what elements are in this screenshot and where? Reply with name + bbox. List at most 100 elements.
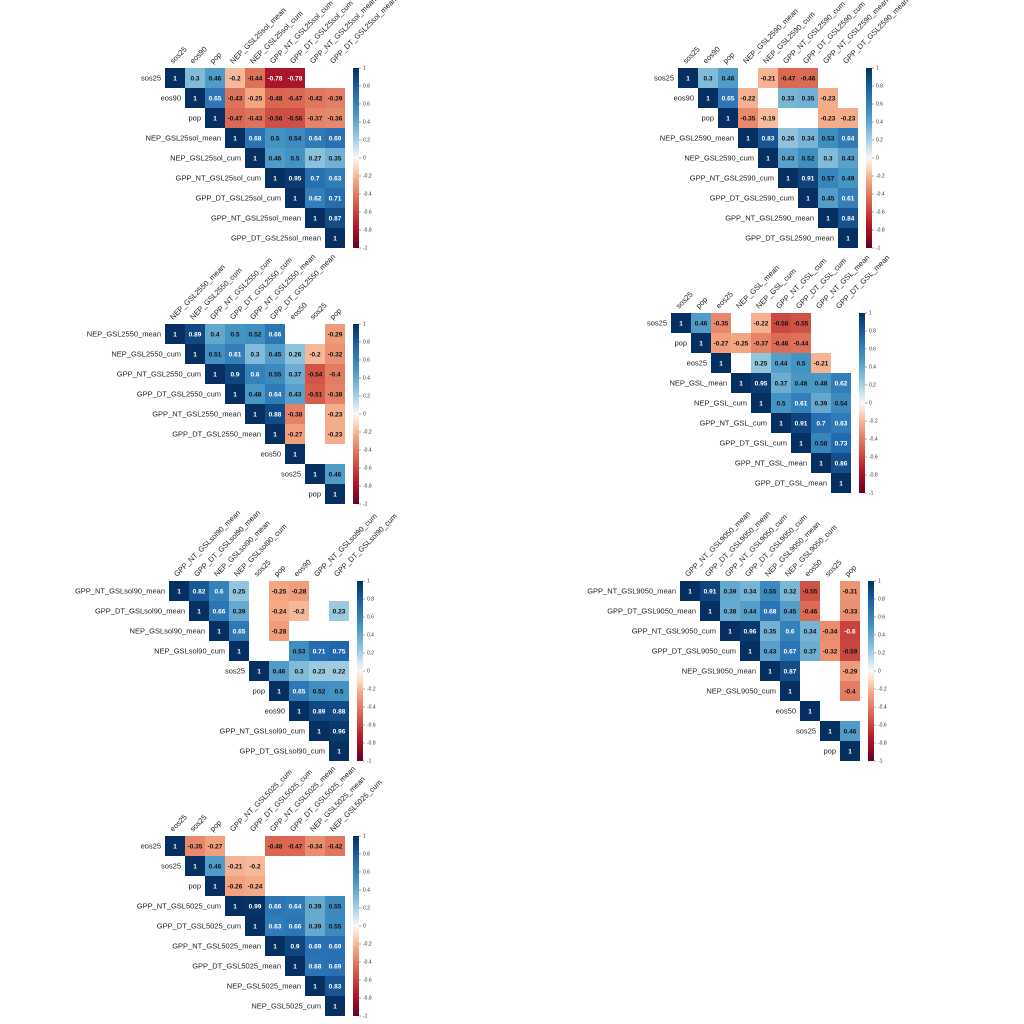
correlation-cell [305,464,325,484]
row-label: GPP_DT_GSL2550_cum [137,390,221,399]
correlation-cell [225,856,245,876]
colorbar-tick-label: -0.4 [367,705,376,711]
cell-value: 0.52 [313,688,326,695]
cell-value: 0.82 [193,588,206,595]
cell-value: 0.54 [835,400,848,407]
row-label: sos25 [141,74,161,83]
correlation-cell [289,581,309,601]
colorbar-tick-label: -0.6 [367,723,376,729]
row-label: pop [674,339,687,348]
row-label: NEP_GSL5025_mean [227,982,301,991]
row-label: GPP_DT_GSL2590_mean [745,234,834,243]
correlation-cell [265,404,285,424]
correlation-cell [245,364,265,384]
cell-value: -0.44 [794,340,809,347]
correlation-cell [818,148,838,168]
correlation-cell [325,208,345,228]
row-label: eos90 [674,94,694,103]
cell-value: 0.39 [233,608,246,615]
correlation-cell [309,701,329,721]
cell-value: 0.64 [269,391,282,398]
colorbar-tick-label: 0 [363,412,366,418]
correlation-cell [285,88,305,108]
cell-value: 0.39 [309,923,322,930]
correlation-cell [209,581,229,601]
cell-value: -0.56 [288,115,303,122]
cell-value: -0.51 [308,391,323,398]
correlation-cell [225,324,245,344]
cell-value: 0.55 [269,371,282,378]
correlation-cell [165,68,185,88]
colorbar-tick-label: -0.6 [869,455,878,461]
correlation-cell [325,896,345,916]
cell-value: 0.63 [269,923,282,930]
correlation-cell [680,581,700,601]
cell-value: 0.9 [290,943,299,950]
cell-value: -0.35 [714,320,729,327]
colorbar-tick-label: -0.4 [876,192,885,198]
cell-value: -0.78 [288,75,303,82]
correlation-cell [269,581,289,601]
cell-value: 1 [708,608,712,615]
correlation-cell [165,836,185,856]
correlation-cell [800,621,820,641]
correlation-cell [265,68,285,88]
cell-value: 0.38 [724,608,737,615]
correlation-cell [758,108,778,128]
cell-value: 0.5 [230,331,239,338]
correlation-cell [209,601,229,621]
cell-value: 1 [217,628,221,635]
cell-value: 0.91 [704,588,717,595]
row-label: GPP_NT_GSL25sol_cum [176,174,261,183]
cell-value: 0.35 [764,628,777,635]
correlation-cell [265,424,285,444]
correlation-cell [305,836,325,856]
correlation-cell [289,601,309,621]
cell-value: -0.59 [843,648,858,655]
cell-value: 0.88 [333,708,346,715]
correlation-cell [780,581,800,601]
correlation-cell [205,68,225,88]
colorbar-tick-label: -1 [876,246,881,252]
cell-value: -0.2 [229,75,241,82]
cell-value: 1 [806,195,810,202]
correlation-cell [760,581,780,601]
cell-value: -0.23 [328,431,343,438]
correlation-cell [329,681,349,701]
cell-value: 0.34 [802,135,815,142]
correlation-cell [245,148,265,168]
cell-value: -0.32 [328,351,343,358]
correlation-cell [818,208,838,228]
correlation-cell [325,916,345,936]
column-label: eos90 [292,558,313,579]
colorbar-tick-label: 0.8 [367,597,374,603]
row-label: eos90 [161,94,181,103]
correlation-cell [185,324,205,344]
correlation-cell [840,661,860,681]
correlation-cell [185,68,205,88]
correlation-cell [225,896,245,916]
correlation-cell [269,601,289,621]
correlation-cell [245,108,265,128]
correlation-cell [185,88,205,108]
cell-value: 0.57 [822,175,835,182]
correlation-cell [225,68,245,88]
correlation-cell [169,581,189,601]
correlation-cell [325,404,345,424]
correlation-cell [329,741,349,761]
cell-value: 0.3 [190,75,199,82]
colorbar-tick-label: 0.6 [878,615,885,621]
correlation-cell [329,661,349,681]
colorbar-tick-label: 0.2 [363,906,370,912]
row-label: eos50 [776,707,796,716]
correlation-cell [751,313,771,333]
correlation-cell [838,128,858,148]
correlation-cell [711,333,731,353]
cell-value: 1 [699,340,703,347]
cell-value: -0.23 [841,115,856,122]
correlation-cell [800,601,820,621]
cell-value: 0.53 [822,135,835,142]
correlation-cell [831,433,851,453]
correlation-cell [818,188,838,208]
cell-value: 0.83 [762,135,775,142]
